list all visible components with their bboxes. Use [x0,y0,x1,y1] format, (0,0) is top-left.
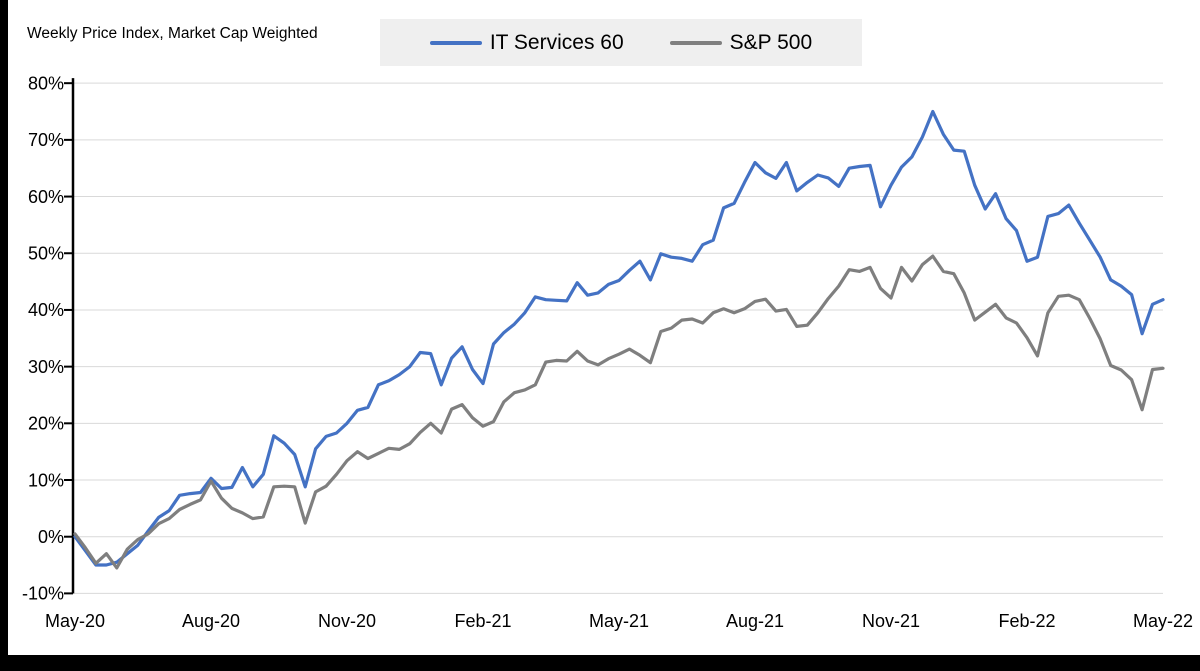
x-axis-label: Feb-22 [998,611,1055,631]
frame-bottom-bar [0,655,1200,671]
legend-item-it-services-60: IT Services 60 [429,30,624,55]
legend-item-sp500: S&P 500 [669,30,813,55]
y-axis-label: 10% [28,470,64,490]
x-axis-label: Feb-21 [454,611,511,631]
x-axis-label: Nov-21 [862,611,920,631]
y-axis-label: 0% [38,527,64,547]
x-axis-label: May-21 [589,611,649,631]
x-axis-label: May-20 [45,611,105,631]
y-axis-label: 60% [28,187,64,207]
x-axis-label: Aug-21 [726,611,784,631]
legend-label-sp500: S&P 500 [729,30,813,54]
y-axis-label: 70% [28,130,64,150]
y-axis-label: -10% [22,584,64,604]
it-services-60-line [73,109,1165,567]
sp500-line-swatch [669,40,722,45]
y-axis-label: 80% [28,73,64,93]
x-axis-label: Aug-20 [182,611,240,631]
s-p-500-line [73,254,1165,570]
chart-title: Weekly Price Index, Market Cap Weighted [27,25,318,42]
legend-label-it-services-60: IT Services 60 [489,30,624,54]
frame-left-bar [0,0,8,671]
it-services-60-line-swatch [429,40,482,45]
y-axis-label: 20% [28,414,64,434]
y-axis-label: 50% [28,244,64,264]
y-axis-label: 30% [28,357,64,377]
x-axis-label: May-22 [1133,611,1193,631]
legend: IT Services 60 S&P 500 [380,19,862,66]
x-axis-label: Nov-20 [318,611,376,631]
y-axis-label: 40% [28,300,64,320]
